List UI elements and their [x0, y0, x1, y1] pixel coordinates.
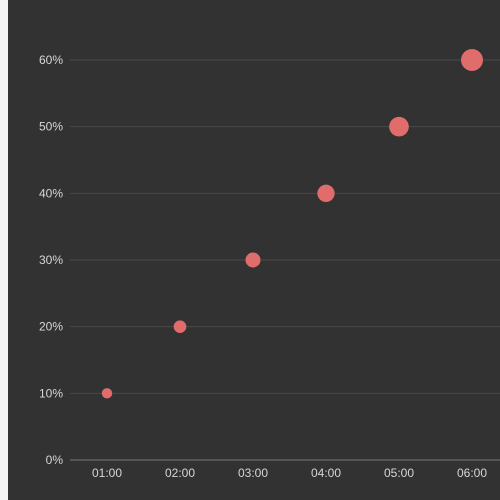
x-tick-label: 06:00: [457, 466, 487, 480]
y-tick-label: 0%: [46, 453, 64, 467]
data-point[interactable]: [173, 320, 187, 333]
y-tick-label: 20%: [39, 320, 63, 334]
data-point[interactable]: [245, 252, 261, 268]
x-tick-label: 05:00: [384, 466, 414, 480]
data-point[interactable]: [101, 388, 113, 399]
x-tick-label: 03:00: [238, 466, 268, 480]
data-point[interactable]: [317, 184, 335, 202]
y-tick-label: 60%: [39, 53, 63, 67]
data-point[interactable]: [389, 116, 409, 137]
x-tick-label: 04:00: [311, 466, 341, 480]
x-axis-ticks: 01:00 02:00 03:00 04:00 05:00 06:00: [92, 466, 487, 480]
grid-lines: [70, 59, 500, 461]
series-points: [101, 49, 483, 399]
y-tick-label: 10%: [39, 386, 63, 400]
y-tick-label: 50%: [39, 120, 63, 134]
data-point[interactable]: [461, 49, 483, 71]
x-tick-label: 02:00: [165, 466, 195, 480]
chart-panel: [8, 0, 500, 500]
x-tick-label: 01:00: [92, 466, 122, 480]
y-tick-label: 30%: [39, 253, 63, 267]
y-tick-label: 40%: [39, 186, 63, 200]
y-axis-ticks: 0% 10% 20% 30% 40% 50% 60%: [39, 53, 63, 467]
